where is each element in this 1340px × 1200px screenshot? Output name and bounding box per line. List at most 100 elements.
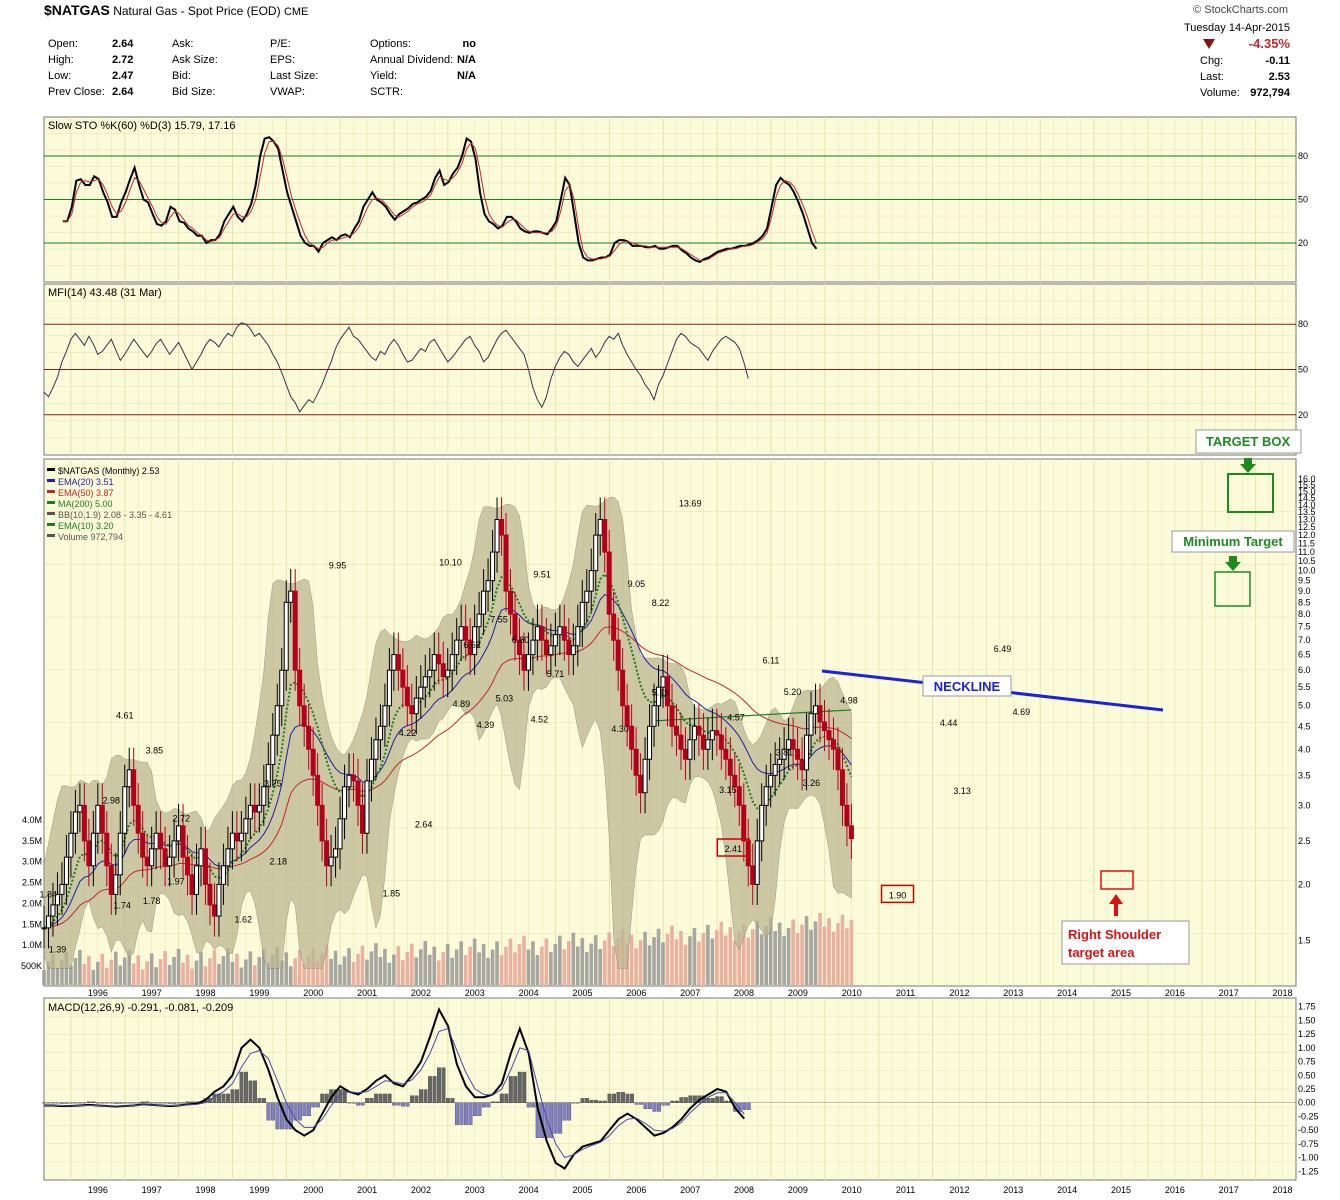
candle-body [808, 713, 814, 736]
volume-bar [410, 943, 414, 985]
volume-bar [414, 957, 419, 985]
price-data-label: 4.52 [531, 714, 549, 724]
macd-histogram-bar [603, 1100, 607, 1103]
candle-body [409, 705, 415, 715]
price-data-label: 10.10 [439, 558, 462, 568]
candle-body [198, 848, 204, 867]
candle-body [777, 758, 783, 765]
macd-histogram-bar [60, 1102, 64, 1104]
candle-body [561, 626, 567, 641]
candle-body [234, 832, 240, 842]
volume-bar [378, 957, 383, 985]
y-tick-label: -1.00 [1298, 1153, 1319, 1163]
volume-bar [418, 949, 423, 985]
price-boxed-label: 2.41 [725, 844, 743, 854]
candle-body [588, 570, 594, 592]
candle-body [516, 639, 522, 656]
price-data-label: 13.69 [679, 498, 702, 508]
macd-histogram-bar [95, 1102, 100, 1104]
volume-bar [454, 949, 459, 985]
macd-histogram-bar [661, 1102, 666, 1106]
candle-body [543, 639, 549, 656]
candle-body [696, 725, 702, 736]
macd-histogram-bar [643, 1102, 648, 1110]
candle-body [822, 721, 828, 732]
right-shoulder-arrow-icon [1109, 894, 1123, 916]
volume-bar [427, 954, 432, 985]
volume-bar [445, 943, 450, 985]
volume-bar [279, 960, 284, 985]
macd-histogram-bar [342, 1089, 347, 1103]
candle-body [63, 856, 69, 885]
volume-bar [459, 941, 463, 985]
macd-histogram-bar [311, 1102, 316, 1108]
y-tick-label: 10.0 [1298, 566, 1316, 576]
right-shoulder-target-box [1100, 870, 1134, 890]
candle-body [723, 748, 729, 760]
candle-body [799, 758, 805, 771]
candle-body [620, 669, 626, 707]
volume-bar [194, 960, 199, 985]
macd-histogram-bar [158, 1102, 163, 1104]
candle-body [171, 840, 177, 858]
candle-body [99, 804, 105, 834]
candle-body [77, 804, 83, 813]
x-tick-label: 1996 [88, 1185, 108, 1195]
volume-bar [598, 948, 603, 985]
macd-histogram-bar [172, 1102, 177, 1104]
x-tick-label: 2016 [1165, 1185, 1185, 1195]
y-tick-label: 15.5 [1298, 480, 1316, 490]
candle-body [499, 518, 505, 536]
macd-histogram-bar [710, 1098, 715, 1103]
candle-body [211, 904, 217, 917]
volume-bar [836, 923, 840, 985]
volume-bar [531, 941, 535, 985]
candle-body [126, 769, 132, 788]
candle-body [427, 669, 433, 678]
candle-body [68, 832, 74, 858]
macd-histogram-bar [423, 1089, 428, 1103]
x-tick-label: 2007 [680, 1185, 700, 1195]
volume-bar [647, 945, 652, 985]
macd-histogram-bar [131, 1102, 136, 1104]
x-tick-label: 1997 [142, 988, 162, 998]
macd-histogram-bar [616, 1092, 621, 1103]
macd-histogram-bar [522, 1071, 527, 1103]
price-data-label: 3.25 [264, 779, 282, 789]
macd-histogram-bar [235, 1089, 239, 1103]
price-data-label: 3.13 [953, 786, 971, 796]
quote-label: Bid: [172, 70, 191, 82]
x-tick-label: 2014 [1057, 1185, 1077, 1195]
volume-bar [840, 914, 845, 985]
volume-bar [692, 927, 697, 985]
volume-bar [495, 941, 499, 985]
quote-label: Options: [370, 38, 411, 50]
volume-bar [540, 946, 544, 985]
macd-histogram-bar [562, 1102, 567, 1121]
volume-bar [522, 935, 526, 985]
candle-body [342, 786, 348, 820]
candle-body [270, 734, 276, 765]
candle-body [458, 626, 464, 641]
volume-bar [674, 939, 679, 985]
volume-bar [239, 967, 244, 985]
price-data-label: 1.85 [383, 889, 401, 899]
candle-body [50, 904, 56, 917]
volume-bar [701, 933, 706, 985]
candle-body [391, 654, 397, 671]
candle-body [826, 730, 832, 741]
x-tick-label: 2008 [734, 1185, 754, 1195]
price-data-label: 1.97 [167, 876, 185, 886]
candle-body [763, 786, 769, 806]
macd-histogram-bar [360, 1102, 365, 1106]
candle-body [229, 832, 235, 850]
macd-histogram-bar [441, 1067, 446, 1103]
candle-body [185, 856, 191, 876]
macd-histogram-bar [239, 1071, 244, 1103]
candle-body [297, 669, 303, 707]
legend-entry: EMA(10) 3.20 [58, 521, 114, 531]
x-tick-label: 2005 [572, 1185, 592, 1195]
x-tick-label: 2002 [411, 988, 431, 998]
candle-body [386, 669, 392, 707]
volume-bar [611, 946, 616, 985]
